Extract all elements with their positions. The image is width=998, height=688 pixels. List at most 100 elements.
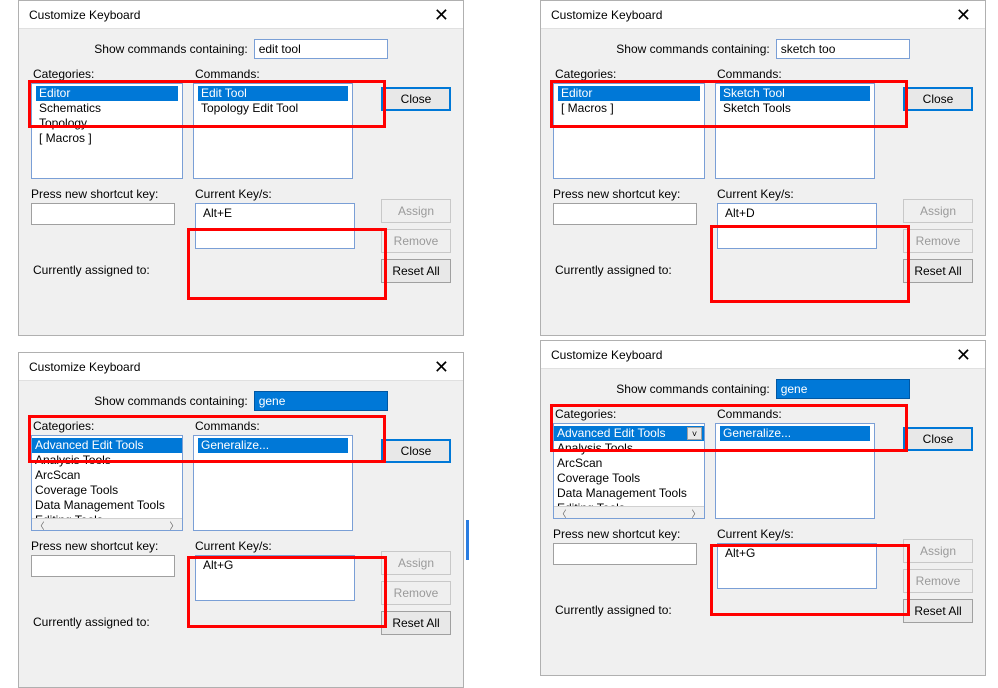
press-new-input[interactable]	[31, 203, 175, 225]
list-item[interactable]: Topology	[36, 116, 178, 131]
close-icon[interactable]: ✕	[426, 6, 457, 24]
current-key-value[interactable]: Alt+G	[200, 558, 350, 573]
chevron-right-icon[interactable]: 〉	[688, 507, 704, 519]
commands-listbox[interactable]: Sketch Tool Sketch Tools	[715, 83, 875, 179]
remove-button[interactable]: Remove	[903, 229, 973, 253]
horizontal-scrollbar[interactable]: 〈 〉	[32, 518, 182, 531]
list-item[interactable]: Coverage Tools	[32, 483, 182, 498]
current-keys-box[interactable]: Alt+E	[195, 203, 355, 249]
list-item[interactable]: ArcScan	[554, 456, 704, 471]
list-item[interactable]: Sketch Tool	[720, 86, 870, 101]
categories-listbox[interactable]: Editor [ Macros ]	[553, 83, 705, 179]
horizontal-scrollbar[interactable]: 〈 〉	[554, 506, 704, 519]
list-item[interactable]: Edit Tool	[198, 86, 348, 101]
remove-button[interactable]: Remove	[903, 569, 973, 593]
close-button[interactable]: Close	[381, 439, 451, 463]
chevron-left-icon[interactable]: 〈	[32, 519, 48, 531]
assign-button[interactable]: Assign	[381, 199, 451, 223]
categories-listbox[interactable]: Advanced Edit Tools Analysis Tools ArcSc…	[31, 435, 183, 531]
filter-input[interactable]	[776, 39, 910, 59]
categories-label: Categories:	[553, 407, 705, 421]
filter-label: Show commands containing:	[616, 382, 769, 396]
dialog-title: Customize Keyboard	[551, 348, 662, 362]
commands-label: Commands:	[715, 67, 875, 81]
filter-label: Show commands containing:	[616, 42, 769, 56]
commands-label: Commands:	[193, 67, 353, 81]
customize-keyboard-dialog: Customize Keyboard ✕ Show commands conta…	[540, 0, 986, 336]
chevron-left-icon[interactable]: 〈	[554, 507, 570, 519]
reset-all-button[interactable]: Reset All	[903, 259, 973, 283]
filter-input[interactable]	[776, 379, 910, 399]
remove-button[interactable]: Remove	[381, 581, 451, 605]
current-keys-label: Current Key/s:	[717, 187, 877, 201]
customize-keyboard-dialog: Customize Keyboard ✕ Show commands conta…	[18, 352, 464, 688]
press-new-label: Press new shortcut key:	[31, 539, 175, 553]
commands-label: Commands:	[193, 419, 353, 433]
list-item[interactable]: Analysis Tools	[554, 441, 704, 456]
current-key-value[interactable]: Alt+G	[722, 546, 872, 561]
current-key-value[interactable]: Alt+D	[722, 206, 872, 221]
current-keys-box[interactable]: Alt+D	[717, 203, 877, 249]
list-item[interactable]: Data Management Tools	[554, 486, 704, 501]
press-new-input[interactable]	[31, 555, 175, 577]
categories-label: Categories:	[31, 67, 183, 81]
titlebar: Customize Keyboard ✕	[541, 1, 985, 29]
list-item[interactable]: ArcScan	[32, 468, 182, 483]
list-item[interactable]: Topology Edit Tool	[198, 101, 348, 116]
reset-all-button[interactable]: Reset All	[903, 599, 973, 623]
filter-input[interactable]	[254, 391, 388, 411]
reset-all-button[interactable]: Reset All	[381, 259, 451, 283]
list-item[interactable]: Sketch Tools	[720, 101, 870, 116]
commands-listbox[interactable]: Edit Tool Topology Edit Tool	[193, 83, 353, 179]
press-new-input[interactable]	[553, 203, 697, 225]
categories-listbox[interactable]: Advanced Edit Tools˅ Analysis Tools ArcS…	[553, 423, 705, 519]
current-key-value[interactable]: Alt+E	[200, 206, 350, 221]
press-new-input[interactable]	[553, 543, 697, 565]
list-item[interactable]: Analysis Tools	[32, 453, 182, 468]
current-keys-box[interactable]: Alt+G	[717, 543, 877, 589]
titlebar: Customize Keyboard ✕	[19, 353, 463, 381]
commands-listbox[interactable]: Generalize...	[193, 435, 353, 531]
commands-label: Commands:	[715, 407, 875, 421]
current-keys-box[interactable]: Alt+G	[195, 555, 355, 601]
commands-listbox[interactable]: Generalize...	[715, 423, 875, 519]
close-icon[interactable]: ✕	[426, 358, 457, 376]
list-item[interactable]: Advanced Edit Tools	[32, 438, 182, 453]
list-item[interactable]: [ Macros ]	[36, 131, 178, 146]
list-item[interactable]: Generalize...	[720, 426, 870, 441]
assign-button[interactable]: Assign	[381, 551, 451, 575]
close-button[interactable]: Close	[903, 427, 973, 451]
list-item[interactable]: Editor	[36, 86, 178, 101]
current-keys-label: Current Key/s:	[195, 187, 355, 201]
press-new-label: Press new shortcut key:	[553, 187, 697, 201]
close-button[interactable]: Close	[903, 87, 973, 111]
press-new-label: Press new shortcut key:	[31, 187, 175, 201]
reset-all-button[interactable]: Reset All	[381, 611, 451, 635]
categories-listbox[interactable]: Editor Schematics Topology [ Macros ]	[31, 83, 183, 179]
press-new-label: Press new shortcut key:	[553, 527, 697, 541]
list-item[interactable]: [ Macros ]	[558, 101, 700, 116]
assign-button[interactable]: Assign	[903, 539, 973, 563]
remove-button[interactable]: Remove	[381, 229, 451, 253]
chevron-down-icon[interactable]: ˅	[687, 427, 702, 440]
titlebar: Customize Keyboard ✕	[541, 341, 985, 369]
close-icon[interactable]: ✕	[948, 6, 979, 24]
customize-keyboard-dialog: Customize Keyboard ✕ Show commands conta…	[18, 0, 464, 336]
list-item[interactable]: Generalize...	[198, 438, 348, 453]
list-item[interactable]: Data Management Tools	[32, 498, 182, 513]
filter-input[interactable]	[254, 39, 388, 59]
current-keys-label: Current Key/s:	[717, 527, 877, 541]
customize-keyboard-dialog: Customize Keyboard ✕ Show commands conta…	[540, 340, 986, 676]
list-item[interactable]: Advanced Edit Tools˅	[554, 426, 704, 441]
list-item[interactable]: Coverage Tools	[554, 471, 704, 486]
categories-label: Categories:	[31, 419, 183, 433]
close-icon[interactable]: ✕	[948, 346, 979, 364]
list-item[interactable]: Editor	[558, 86, 700, 101]
list-item[interactable]: Schematics	[36, 101, 178, 116]
decorative-edge	[466, 520, 469, 560]
chevron-right-icon[interactable]: 〉	[166, 519, 182, 531]
assign-button[interactable]: Assign	[903, 199, 973, 223]
filter-label: Show commands containing:	[94, 42, 247, 56]
close-button[interactable]: Close	[381, 87, 451, 111]
filter-label: Show commands containing:	[94, 394, 247, 408]
